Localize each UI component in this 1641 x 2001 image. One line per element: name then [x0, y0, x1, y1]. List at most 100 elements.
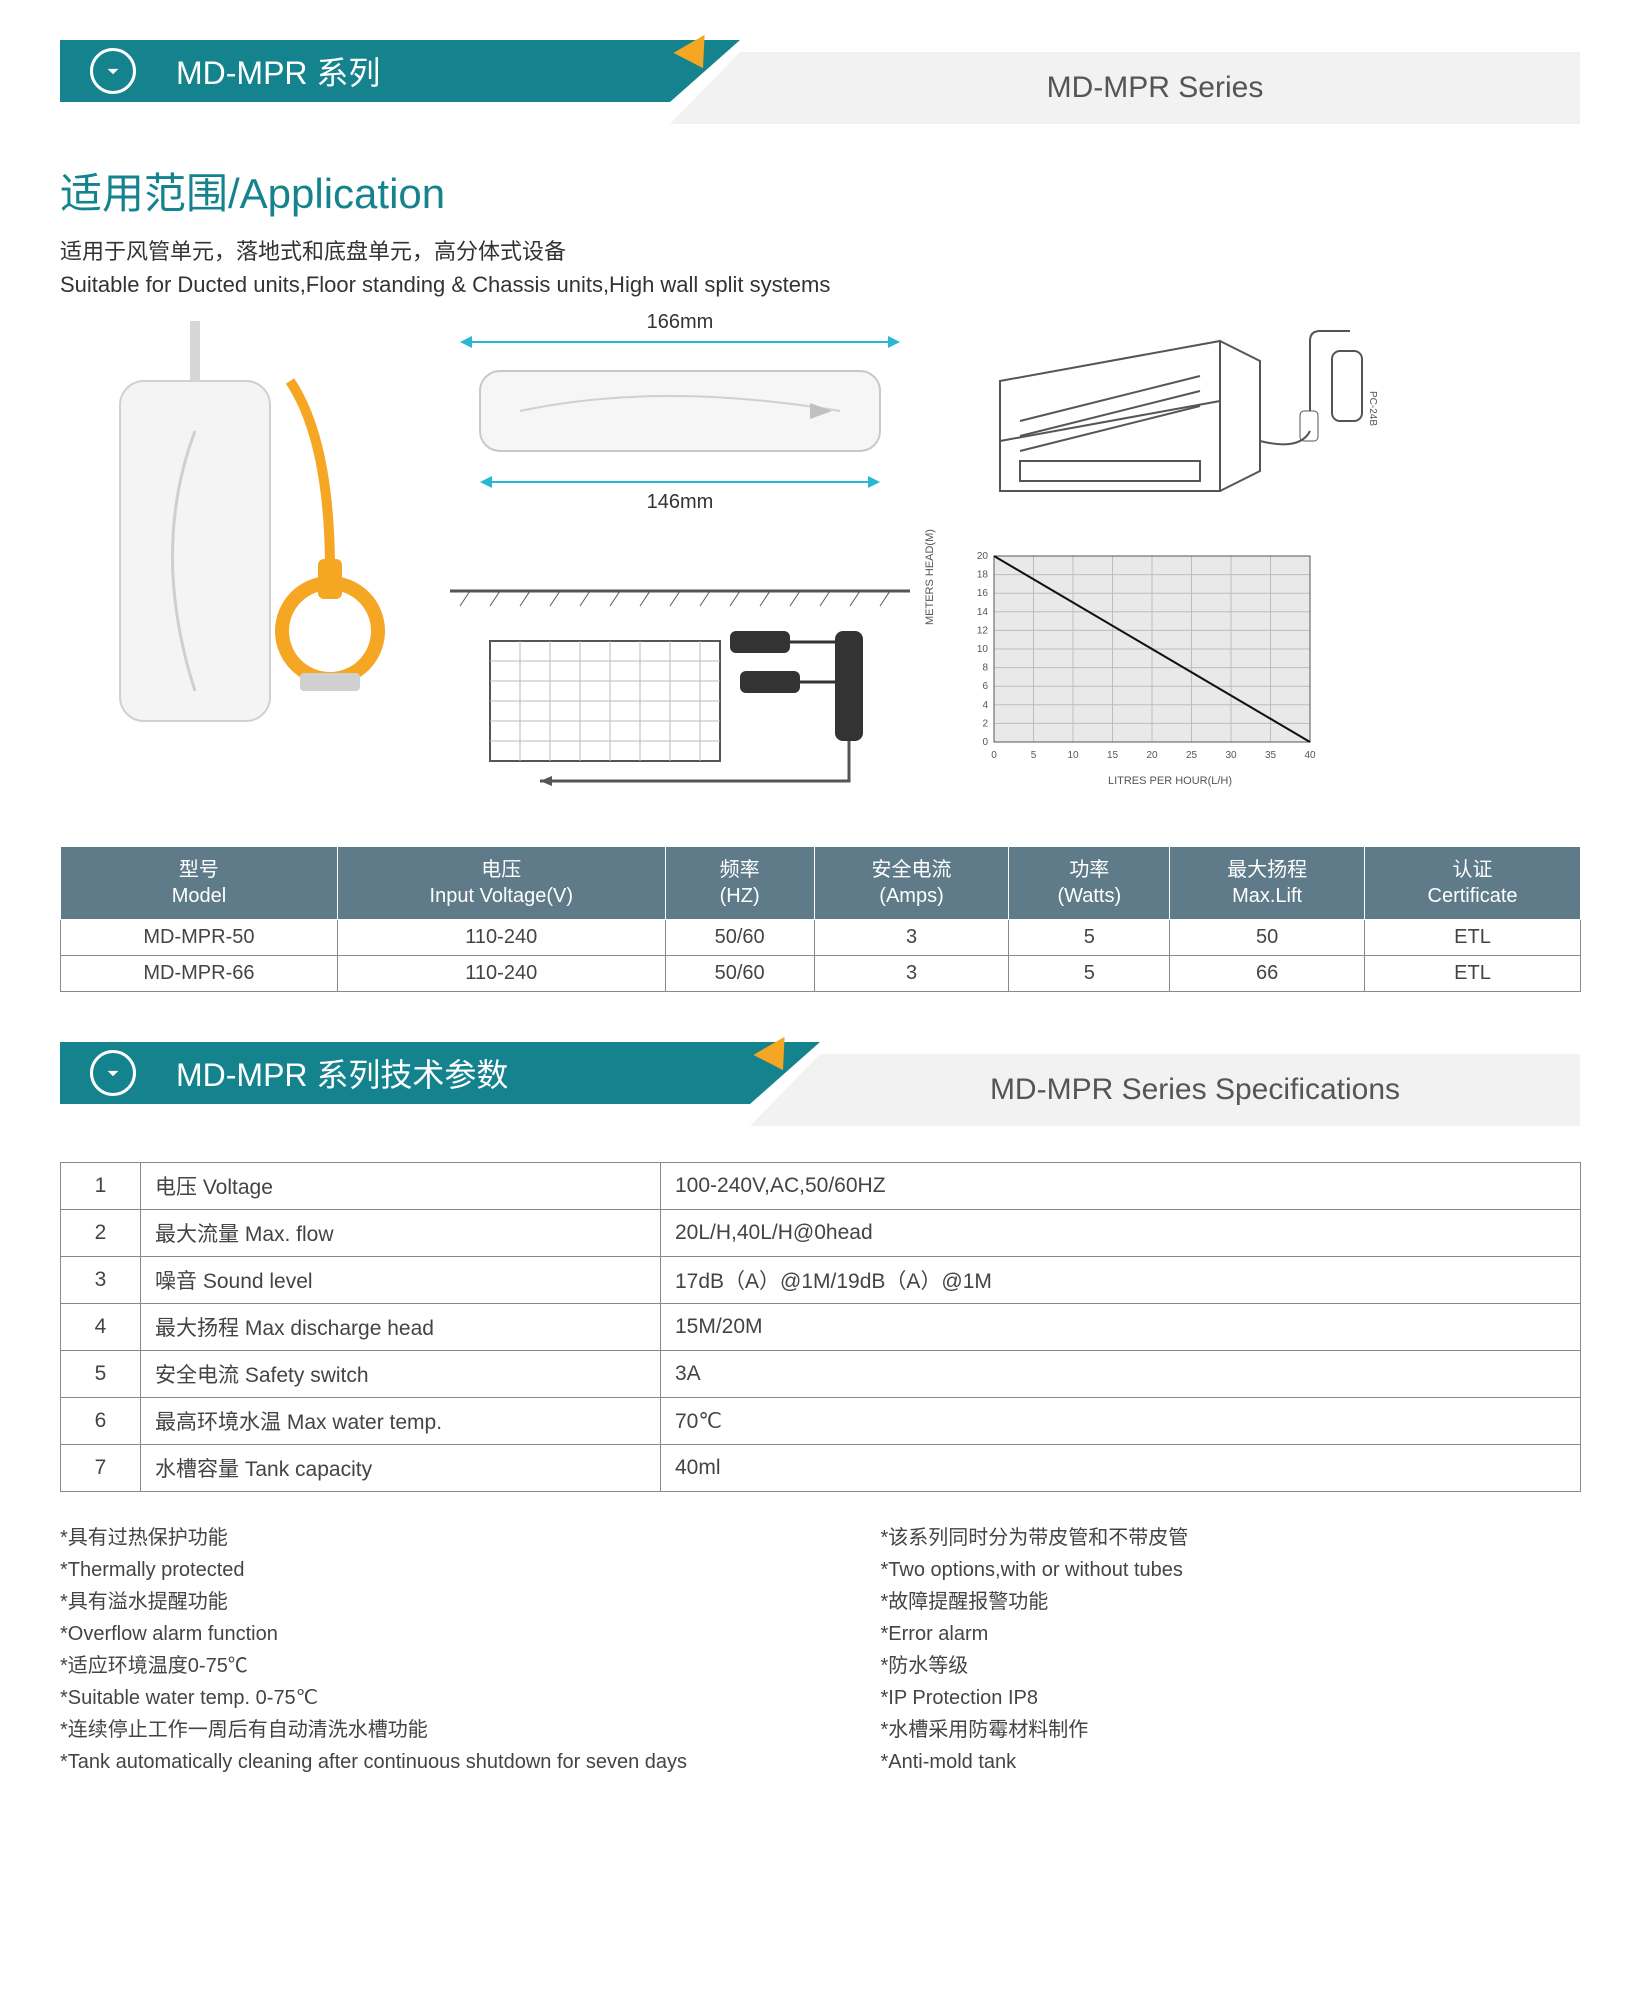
- table-cell: 50: [1170, 920, 1365, 956]
- table-cell: 66: [1170, 956, 1365, 992]
- diagram-row: 166mm 146mm: [60, 321, 1581, 806]
- note-line: *Overflow alarm function: [60, 1618, 761, 1650]
- model-table-header: 功率(Watts): [1009, 847, 1170, 920]
- note-line: *连续停止工作一周后有自动清洗水槽功能: [60, 1714, 761, 1746]
- note-line: *具有过热保护功能: [60, 1522, 761, 1554]
- svg-text:25: 25: [1186, 750, 1198, 761]
- dim-arrow-top: [470, 341, 890, 343]
- table-row: 2最大流量 Max. flow20L/H,40L/H@0head: [61, 1210, 1581, 1257]
- table-cell: 17dB（A）@1M/19dB（A）@1M: [661, 1257, 1581, 1304]
- table-cell: 110-240: [337, 920, 665, 956]
- note-line: *水槽采用防霉材料制作: [881, 1714, 1582, 1746]
- svg-text:10: 10: [1067, 750, 1079, 761]
- svg-text:30: 30: [1225, 750, 1237, 761]
- note-line: *具有溢水提醒功能: [60, 1586, 761, 1618]
- svg-text:20: 20: [1146, 750, 1158, 761]
- table-cell: 安全电流 Safety switch: [141, 1351, 661, 1398]
- svg-text:6: 6: [982, 681, 988, 692]
- install-diagram: [440, 571, 920, 806]
- table-cell: 5: [1009, 920, 1170, 956]
- dimension-diagrams: 166mm 146mm: [440, 321, 920, 806]
- svg-text:0: 0: [982, 737, 988, 748]
- svg-text:20: 20: [977, 551, 989, 562]
- svg-text:5: 5: [1031, 750, 1037, 761]
- series-banner: MD-MPR 系列 MD-MPR Series: [60, 40, 1581, 130]
- table-cell: 最高环境水温 Max water temp.: [141, 1398, 661, 1445]
- svg-text:15: 15: [1107, 750, 1119, 761]
- table-cell: 3: [61, 1257, 141, 1304]
- table-cell: 1: [61, 1163, 141, 1210]
- svg-text:16: 16: [977, 588, 989, 599]
- table-row: 5安全电流 Safety switch3A: [61, 1351, 1581, 1398]
- table-row: 3噪音 Sound level17dB（A）@1M/19dB（A）@1M: [61, 1257, 1581, 1304]
- model-table: 型号Model电压Input Voltage(V)频率(HZ)安全电流(Amps…: [60, 846, 1581, 992]
- note-line: *Anti-mold tank: [881, 1746, 1582, 1778]
- table-cell: 40ml: [661, 1445, 1581, 1492]
- banner2-gray: MD-MPR Series Specifications: [750, 1054, 1580, 1126]
- table-cell: 6: [61, 1398, 141, 1445]
- table-cell: 7: [61, 1445, 141, 1492]
- specs-banner: MD-MPR 系列技术参数 MD-MPR Series Specificatio…: [60, 1042, 1581, 1132]
- note-line: *Two options,with or without tubes: [881, 1554, 1582, 1586]
- table-cell: ETL: [1365, 920, 1581, 956]
- note-line: *该系列同时分为带皮管和不带皮管: [881, 1522, 1582, 1554]
- table-cell: MD-MPR-50: [61, 920, 338, 956]
- svg-text:PC-24B: PC-24B: [1367, 391, 1378, 426]
- model-table-header: 安全电流(Amps): [814, 847, 1009, 920]
- table-cell: 3A: [661, 1351, 1581, 1398]
- note-line: *故障提醒报警功能: [881, 1586, 1582, 1618]
- note-line: *适应环境温度0-75℃: [60, 1650, 761, 1682]
- notes-row: *具有过热保护功能*Thermally protected*具有溢水提醒功能*O…: [60, 1522, 1581, 1778]
- banner2-title-en: MD-MPR Series Specifications: [990, 1073, 1400, 1107]
- svg-text:4: 4: [982, 700, 988, 711]
- table-cell: 100-240V,AC,50/60HZ: [661, 1163, 1581, 1210]
- svg-text:0: 0: [991, 750, 997, 761]
- table-cell: 110-240: [337, 956, 665, 992]
- svg-text:12: 12: [977, 625, 989, 636]
- chart-y-label: METERS HEAD(M): [924, 529, 936, 625]
- svg-text:40: 40: [1304, 750, 1316, 761]
- model-table-header: 最大扬程Max.Lift: [1170, 847, 1365, 920]
- chart-x-label: LITRES PER HOUR(L/H): [960, 775, 1380, 787]
- svg-text:10: 10: [977, 644, 989, 655]
- table-cell: 最大扬程 Max discharge head: [141, 1304, 661, 1351]
- svg-text:14: 14: [977, 607, 989, 618]
- product-photo: [60, 321, 400, 761]
- table-cell: 20L/H,40L/H@0head: [661, 1210, 1581, 1257]
- banner-gray: MD-MPR Series: [670, 52, 1580, 124]
- table-cell: 3: [814, 956, 1009, 992]
- note-line: *Suitable water temp. 0-75℃: [60, 1682, 761, 1714]
- svg-text:2: 2: [982, 718, 988, 729]
- table-cell: 5: [1009, 956, 1170, 992]
- table-cell: 50/60: [665, 956, 814, 992]
- spec-table: 1电压 Voltage100-240V,AC,50/60HZ2最大流量 Max.…: [60, 1162, 1581, 1492]
- note-line: *IP Protection IP8: [881, 1682, 1582, 1714]
- notes-left: *具有过热保护功能*Thermally protected*具有溢水提醒功能*O…: [60, 1522, 761, 1778]
- table-cell: 噪音 Sound level: [141, 1257, 661, 1304]
- note-line: *防水等级: [881, 1650, 1582, 1682]
- model-table-header: 认证Certificate: [1365, 847, 1581, 920]
- performance-chart: 051015202530354002468101214161820 METERS…: [960, 546, 1380, 787]
- note-line: *Thermally protected: [60, 1554, 761, 1586]
- banner-title-cn: MD-MPR 系列: [176, 48, 380, 94]
- table-row: 4最大扬程 Max discharge head15M/20M: [61, 1304, 1581, 1351]
- table-row: 6最高环境水温 Max water temp.70℃: [61, 1398, 1581, 1445]
- table-cell: 最大流量 Max. flow: [141, 1210, 661, 1257]
- svg-text:18: 18: [977, 570, 989, 581]
- table-cell: ETL: [1365, 956, 1581, 992]
- dim-top-label: 166mm: [647, 311, 714, 334]
- table-cell: 70℃: [661, 1398, 1581, 1445]
- table-cell: 电压 Voltage: [141, 1163, 661, 1210]
- table-cell: 4: [61, 1304, 141, 1351]
- chevron-down-icon: [90, 1050, 136, 1096]
- model-table-header: 频率(HZ): [665, 847, 814, 920]
- hvac-unit-sketch: PC-24B: [960, 321, 1380, 536]
- right-diagrams: PC-24B 051015202530354002468101214161820…: [960, 321, 1380, 787]
- notes-right: *该系列同时分为带皮管和不带皮管*Two options,with or wit…: [881, 1522, 1582, 1778]
- application-heading: 适用范围/Application: [60, 160, 1581, 221]
- chevron-down-icon: [90, 48, 136, 94]
- banner-teal: MD-MPR 系列: [60, 40, 740, 102]
- note-line: *Tank automatically cleaning after conti…: [60, 1746, 761, 1778]
- table-cell: 3: [814, 920, 1009, 956]
- table-cell: 水槽容量 Tank capacity: [141, 1445, 661, 1492]
